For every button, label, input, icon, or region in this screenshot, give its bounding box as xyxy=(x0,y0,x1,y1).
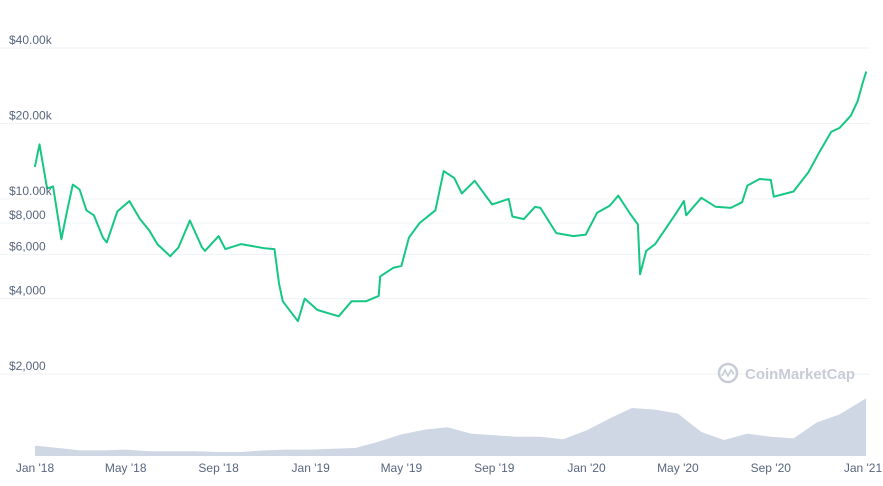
coinmarketcap-watermark: CoinMarketCap xyxy=(717,362,855,384)
price-line xyxy=(34,71,867,323)
x-tick-label: May '20 xyxy=(657,461,699,475)
y-tick-label: $10.00k xyxy=(9,184,53,198)
coinmarketcap-logo-wave xyxy=(721,368,735,378)
x-tick-label: Jan '20 xyxy=(567,461,606,475)
x-tick-label: Jan '21 xyxy=(844,461,883,475)
price-series xyxy=(34,71,867,323)
y-axis-labels: $40.00k $20.00k $10.00k $8,000 $6,000 $4,000 $… xyxy=(9,33,53,373)
coinmarketcap-logo-icon xyxy=(717,362,739,384)
volume-area xyxy=(35,398,866,456)
y-tick-label: $4,000 xyxy=(9,284,46,298)
volume-fill xyxy=(35,398,866,456)
x-tick-label: Sep '18 xyxy=(198,461,239,475)
x-tick-label: May '19 xyxy=(381,461,423,475)
x-tick-label: Jan '19 xyxy=(292,461,331,475)
y-tick-label: $40.00k xyxy=(9,33,53,47)
x-tick-label: Jan '18 xyxy=(16,461,55,475)
x-tick-label: May '18 xyxy=(105,461,147,475)
watermark-text: CoinMarketCap xyxy=(745,366,855,383)
gridlines xyxy=(0,47,870,375)
y-tick-label: $2,000 xyxy=(9,359,46,373)
x-tick-label: Sep '19 xyxy=(474,461,515,475)
y-tick-label: $8,000 xyxy=(9,208,46,222)
x-tick-label: Sep '20 xyxy=(751,461,792,475)
y-tick-label: $20.00k xyxy=(9,108,53,122)
y-tick-label: $6,000 xyxy=(9,239,46,253)
x-axis-labels: Jan '18 May '18 Sep '18 Jan '19 May '19 Sep '… xyxy=(16,461,883,475)
